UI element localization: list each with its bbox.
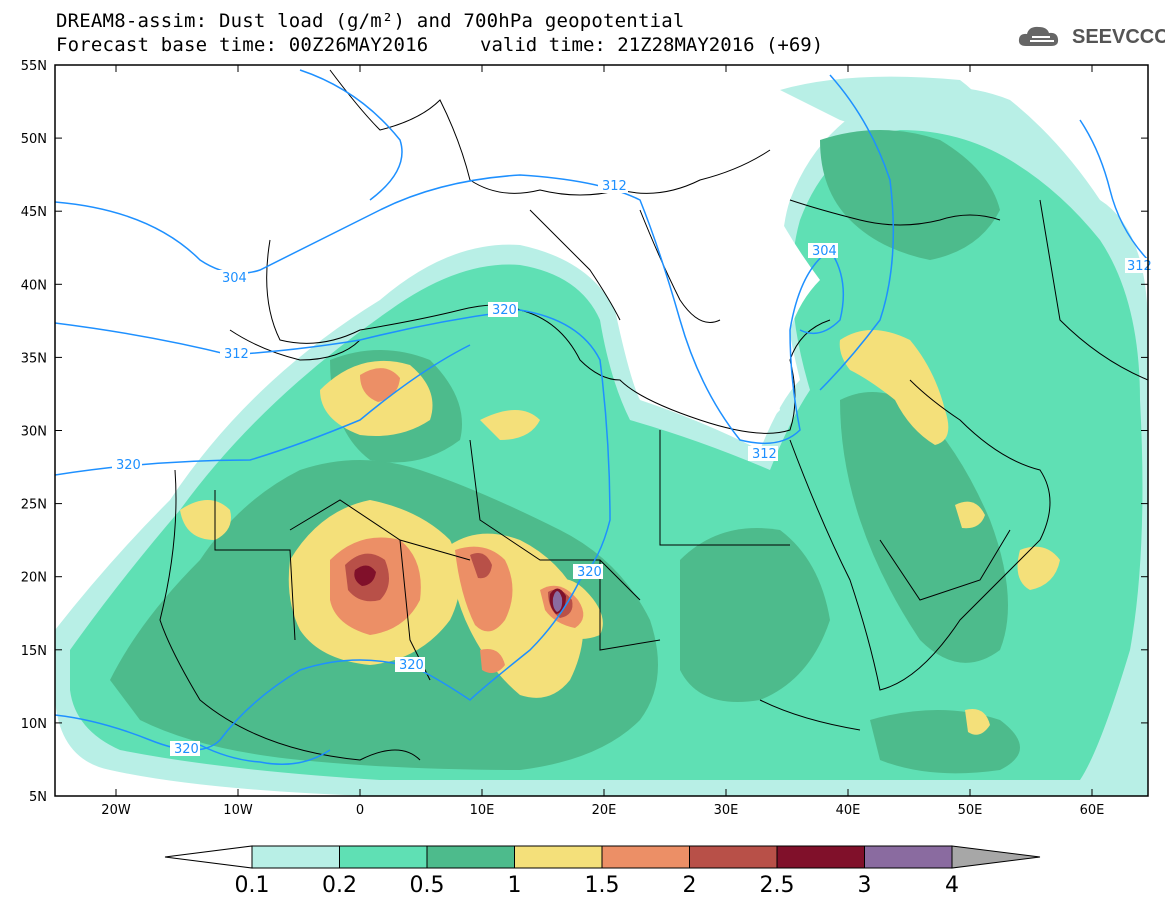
- lon-label: 50E: [958, 803, 983, 818]
- lat-label: 50N: [21, 132, 47, 147]
- cloud-icon: [1018, 26, 1059, 46]
- dust-shading: [55, 65, 1148, 796]
- logo-text: SEEVCCC: [1072, 25, 1165, 48]
- contour-label: 320: [492, 303, 517, 318]
- contour-label: 312: [1127, 259, 1152, 274]
- colorbar-segment: [776, 845, 865, 869]
- lat-label: 45N: [21, 205, 47, 220]
- lon-label: 60E: [1080, 803, 1105, 818]
- colorbar: 0.1 0.2 0.5 1 1.5 2 2.5 3 4: [164, 845, 1041, 898]
- lat-label: 5N: [29, 790, 47, 805]
- lon-label: 20E: [592, 803, 617, 818]
- lat-label: 15N: [21, 644, 47, 659]
- lon-label: 40E: [836, 803, 861, 818]
- lat-label: 20N: [21, 571, 47, 586]
- contour-label: 320: [174, 742, 199, 757]
- lat-label: 25N: [21, 498, 47, 513]
- valid-time: valid time: 21Z28MAY2016 (+69): [480, 34, 824, 56]
- contour-label: 304: [812, 244, 837, 259]
- lat-label: 40N: [21, 278, 47, 293]
- colorbar-label: 0.5: [410, 873, 445, 898]
- lon-label: 10E: [470, 803, 495, 818]
- title-line-1: DREAM8-assim: Dust load (g/m²) and 700hP…: [56, 10, 685, 32]
- lat-label: 30N: [21, 425, 47, 440]
- longitude-axis: 20W 10W 0 10E 20E 30E 40E 50E 60E: [101, 65, 1104, 818]
- contour-label: 320: [577, 565, 602, 580]
- contour-label: 312: [602, 179, 627, 194]
- colorbar-segment: [251, 845, 340, 869]
- contour-label: 312: [752, 447, 777, 462]
- lon-label: 10W: [223, 803, 253, 818]
- colorbar-segment: [864, 845, 953, 869]
- logo: SEEVCCC: [1016, 24, 1165, 50]
- colorbar-label: 0.2: [322, 873, 357, 898]
- colorbar-label: 1: [508, 873, 522, 898]
- contour-label: 312: [224, 347, 249, 362]
- lon-label: 30E: [714, 803, 739, 818]
- latitude-axis: 55N 50N 45N 40N 35N 30N 25N 20N 15N 10N 5N: [21, 59, 1148, 805]
- forecast-base-time: Forecast base time: 00Z26MAY2016: [56, 34, 429, 56]
- lat-label: 10N: [21, 717, 47, 732]
- lon-label: 20W: [101, 803, 131, 818]
- colorbar-segment: [339, 845, 428, 869]
- contour-label: 320: [116, 458, 141, 473]
- contour-label: 320: [399, 658, 424, 673]
- colorbar-segment: [426, 845, 515, 869]
- colorbar-segment: [514, 845, 603, 869]
- colorbar-segment: [601, 845, 690, 869]
- colorbar-right-arrow: [951, 845, 1041, 869]
- coastlines: [159, 69, 1148, 761]
- colorbar-label: 0.1: [235, 873, 270, 898]
- colorbar-left-arrow: [164, 845, 253, 869]
- contour-label: 304: [222, 271, 247, 286]
- lon-label: 0: [356, 803, 364, 818]
- colorbar-label: 2: [683, 873, 697, 898]
- lat-label: 35N: [21, 351, 47, 366]
- colorbar-label: 3: [858, 873, 872, 898]
- colorbar-label: 4: [945, 873, 959, 898]
- colorbar-label: 1.5: [585, 873, 620, 898]
- colorbar-label: 2.5: [760, 873, 795, 898]
- lat-label: 55N: [21, 59, 47, 74]
- colorbar-segment: [689, 845, 778, 869]
- contour-label-group: 304 312 320 320 312 304 312 320 320 320 …: [112, 178, 1152, 757]
